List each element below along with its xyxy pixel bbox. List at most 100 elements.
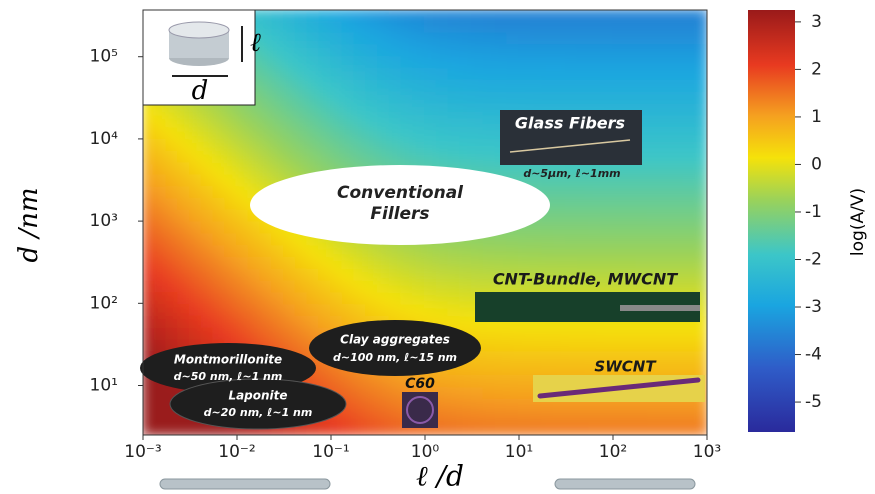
- heat-cell: [271, 256, 285, 271]
- heat-cell: [283, 233, 297, 248]
- heat-cell: [623, 422, 638, 435]
- annotation: SWCNT: [594, 358, 657, 376]
- heat-cell: [177, 162, 191, 177]
- clay-ellipse: [309, 320, 481, 376]
- annotation: d~50 nm, ℓ~1 nm: [174, 370, 283, 383]
- heat-cell: [318, 304, 332, 318]
- heat-cell: [341, 304, 356, 318]
- heat-cell: [306, 127, 321, 141]
- heat-cell: [471, 280, 485, 295]
- heat-cell: [694, 221, 707, 236]
- heat-cell: [612, 327, 626, 342]
- heat-cell: [435, 56, 450, 71]
- heat-cell: [482, 386, 497, 401]
- heat-cell: [670, 44, 685, 59]
- heat-cell: [212, 127, 227, 141]
- heat-cell: [388, 10, 403, 23]
- heat-cell: [565, 44, 579, 59]
- heat-cell: [588, 10, 603, 23]
- heat-cell: [506, 280, 520, 295]
- heat-cell: [318, 292, 332, 307]
- heat-cell: [377, 91, 391, 106]
- heat-cell: [143, 197, 156, 212]
- heat-cell: [200, 245, 215, 259]
- heat-cell: [682, 245, 697, 259]
- heat-cell: [694, 103, 707, 118]
- heat-cell: [165, 280, 180, 295]
- heat-cell: [612, 268, 626, 283]
- heat-cell: [224, 150, 238, 165]
- heat-cell: [541, 233, 556, 248]
- heat-cell: [400, 91, 415, 106]
- heat-cell: [459, 32, 473, 47]
- heat-cell: [353, 150, 368, 165]
- x-tick-label: 10²: [599, 442, 627, 462]
- heat-cell: [647, 186, 661, 200]
- heat-cell: [659, 280, 673, 295]
- heat-cell: [365, 245, 379, 259]
- heat-cell: [365, 115, 379, 130]
- heat-cell: [471, 268, 485, 283]
- heat-cell: [377, 68, 391, 82]
- heat-cell: [412, 374, 426, 389]
- heat-cell: [177, 280, 191, 295]
- heat-cell: [200, 280, 215, 295]
- heat-cell: [553, 280, 567, 295]
- heat-cell: [200, 304, 215, 318]
- heat-cell: [694, 280, 707, 295]
- heat-cell: [388, 103, 403, 118]
- heat-cell: [165, 304, 180, 318]
- heat-cell: [341, 115, 356, 130]
- heat-cell: [506, 32, 520, 47]
- heat-cell: [482, 339, 497, 354]
- heat-cell: [294, 10, 309, 23]
- heat-cell: [236, 221, 250, 236]
- heat-cell: [529, 79, 544, 94]
- heat-cell: [682, 56, 697, 71]
- heat-cell: [306, 115, 321, 130]
- heat-cell: [682, 150, 697, 165]
- heat-cell: [353, 410, 368, 425]
- heat-cell: [529, 280, 544, 295]
- heat-cell: [541, 363, 556, 377]
- heat-cell: [576, 68, 591, 82]
- heat-cell: [565, 280, 579, 295]
- heat-cell: [518, 256, 532, 271]
- heat-cell: [694, 245, 707, 259]
- heat-cell: [553, 174, 567, 189]
- heat-cell: [306, 138, 321, 153]
- heat-cell: [424, 292, 438, 307]
- heat-cell: [635, 398, 650, 413]
- heat-cell: [400, 256, 415, 271]
- heat-cell: [177, 127, 191, 141]
- heat-cell: [236, 327, 250, 342]
- heat-cell: [447, 44, 462, 59]
- heat-cell: [143, 138, 156, 153]
- heat-cell: [447, 32, 462, 47]
- heat-cell: [459, 138, 473, 153]
- heat-cell: [670, 20, 685, 35]
- heat-cell: [318, 268, 332, 283]
- heat-cell: [529, 351, 544, 366]
- heat-cell: [494, 233, 509, 248]
- heat-cell: [259, 315, 274, 330]
- heat-cell: [541, 410, 556, 425]
- heat-cell: [412, 20, 426, 35]
- heat-cell: [259, 256, 274, 271]
- heat-cell: [294, 91, 309, 106]
- heat-cell: [365, 91, 379, 106]
- heat-cell: [612, 422, 626, 435]
- heat-cell: [424, 115, 438, 130]
- heat-cell: [353, 138, 368, 153]
- heat-cell: [565, 186, 579, 200]
- heat-cell: [283, 56, 297, 71]
- heat-cell: [506, 327, 520, 342]
- heat-cell: [682, 197, 697, 212]
- heat-cell: [388, 386, 403, 401]
- heat-cell: [553, 339, 567, 354]
- heat-cell: [153, 315, 168, 330]
- heat-cell: [447, 398, 462, 413]
- heat-cell: [459, 56, 473, 71]
- heat-cell: [682, 127, 697, 141]
- heat-cell: [447, 79, 462, 94]
